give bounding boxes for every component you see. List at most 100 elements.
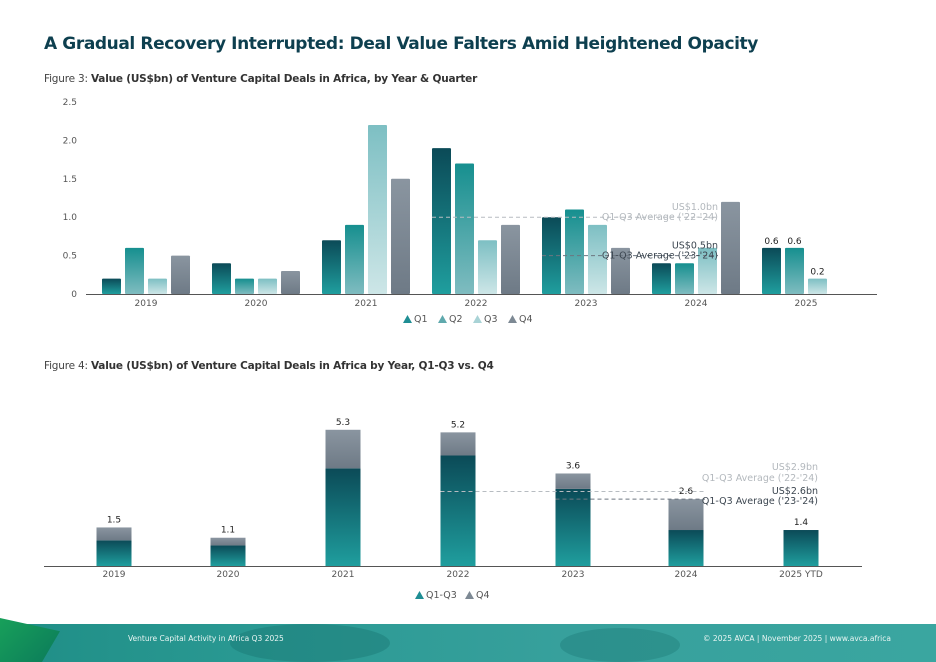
legend-q4-label: Q4 [476,590,490,601]
figure-4-caption: Figure 4: Value (US$bn) of Venture Capit… [44,360,494,372]
bar-2020-q4 [210,537,246,546]
y-tick-label: 2.5 [63,98,77,108]
bar-2023-q4 [555,473,591,489]
legend-q2-icon [438,315,447,323]
avca-leaf-logo [0,618,60,662]
reference-value-label: US$1.0bn [672,202,718,213]
bar-2022-q4 [501,224,520,294]
legend-q1-q3-label: Q1-Q3 [426,590,457,601]
total-label: 5.3 [336,418,350,428]
figure-4-chart: 1.5 2019 1.1 2020 5.3 2021 5.2 2022 3.6 2023 2.6 20… [44,418,862,601]
footer-banner: Venture Capital Activity in Africa Q3 20… [0,618,936,662]
reference-desc-label: Q1-Q3 Average ('23-'24) [602,251,718,262]
bar-2021-q4 [391,178,410,294]
data-label: 0.6 [787,237,802,247]
y-tick-label: 0 [71,290,77,300]
figure-3-title: Value (US$bn) of Venture Capital Deals i… [90,73,478,85]
legend-q1-icon [403,315,412,323]
bar-2024-q3 [698,247,717,294]
footer-decoration [230,624,390,662]
bar-2021-q2 [345,224,364,294]
bar-2020-q4 [281,270,300,294]
legend-q4-icon [508,315,517,323]
bar-2021-q1 [322,240,341,294]
bar-2022-q1 [432,148,451,294]
bar-2019-q1-q3 [96,540,132,566]
y-tick-label: 2.0 [63,136,78,146]
bar-2019-q2 [125,247,144,294]
x-tick-label: 2021 [355,299,378,309]
figure-4-title: Value (US$bn) of Venture Capital Deals i… [90,360,494,372]
figure-4-label: Figure 4: [44,360,91,372]
bar-2019-q3 [148,278,167,294]
bar-2025-q2 [785,247,804,294]
figure-3-caption: Figure 3: Value (US$bn) of Venture Capit… [44,73,477,85]
x-tick-label: 2023 [575,299,598,309]
reference-value-label: US$2.6bn [772,486,818,497]
bar-2025-ytd-q1-q3 [783,530,819,566]
x-tick-label: 2019 [135,299,158,309]
bar-2023-q2 [565,209,584,294]
x-tick-label: 2020 [217,570,240,580]
legend-q2-label: Q2 [449,314,463,325]
bar-2025-q1 [762,247,781,294]
bar-2024-q2 [675,263,694,294]
reference-value-label: US$2.9bn [772,462,818,473]
x-tick-label: 2025 YTD [779,570,823,580]
bar-2022-q1-q3 [440,455,476,566]
bar-2022-q3 [478,240,497,294]
bar-2024-q4 [721,201,740,294]
figure-4-legend: Q1-Q3 Q4 [415,590,490,601]
bar-2020-q3 [258,278,277,294]
figure-3-legend: Q1 Q2 Q3 Q4 [403,314,533,325]
legend-q3-label: Q3 [484,314,498,325]
x-tick-label: 2024 [685,299,708,309]
reference-desc-label: Q1-Q3 Average ('23-'24) [702,496,818,507]
bar-2024-q1-q3 [668,530,704,566]
reference-desc-label: Q1-Q3 Average ('22-'24) [602,212,718,223]
y-tick-label: 1.5 [63,175,77,185]
bar-2023-q3 [588,224,607,294]
bar-2025-q3 [808,278,827,294]
bar-2023-q1-q3 [555,488,591,566]
figure-3-label: Figure 3: [44,73,91,85]
legend-q1-q3-icon [415,591,424,599]
x-tick-label: 2022 [447,570,470,580]
x-tick-label: 2021 [332,570,355,580]
x-tick-label: 2020 [245,299,268,309]
total-label: 1.1 [221,526,235,536]
x-tick-label: 2024 [675,570,698,580]
reference-desc-label: Q1-Q3 Average ('22-'24) [702,473,818,484]
legend-q4-icon [465,591,474,599]
bar-2020-q2 [235,278,254,294]
bar-2019-q4 [171,255,190,294]
bar-2020-q1-q3 [210,545,246,566]
y-tick-label: 1.0 [63,213,78,223]
reference-value-label: US$0.5bn [672,241,718,252]
bar-2024-q1 [652,263,671,294]
data-label: 0.6 [764,237,779,247]
x-tick-label: 2019 [103,570,126,580]
y-tick-label: 0.5 [63,252,77,262]
bar-2021-q3 [368,125,387,294]
page-title: A Gradual Recovery Interrupted: Deal Val… [44,34,758,54]
bar-2022-q2 [455,163,474,294]
legend-q4-label: Q4 [519,314,533,325]
total-label: 1.5 [107,515,121,525]
legend-q3-icon [473,315,482,323]
x-tick-label: 2022 [465,299,488,309]
x-tick-label: 2023 [562,570,585,580]
total-label: 3.6 [566,461,581,471]
data-label: 0.2 [810,268,824,278]
bar-2023-q4 [611,247,630,294]
total-label: 1.4 [794,518,809,528]
bar-2021-q1-q3 [325,468,361,566]
report-name: Venture Capital Activity in Africa Q3 20… [128,634,284,643]
legend-q1-label: Q1 [414,314,428,325]
bar-2020-q1 [212,263,231,294]
bar-2022-q4 [440,432,476,456]
total-label: 2.6 [679,487,694,497]
bar-2024-q4 [668,499,704,531]
bar-2019-q1 [102,278,121,294]
